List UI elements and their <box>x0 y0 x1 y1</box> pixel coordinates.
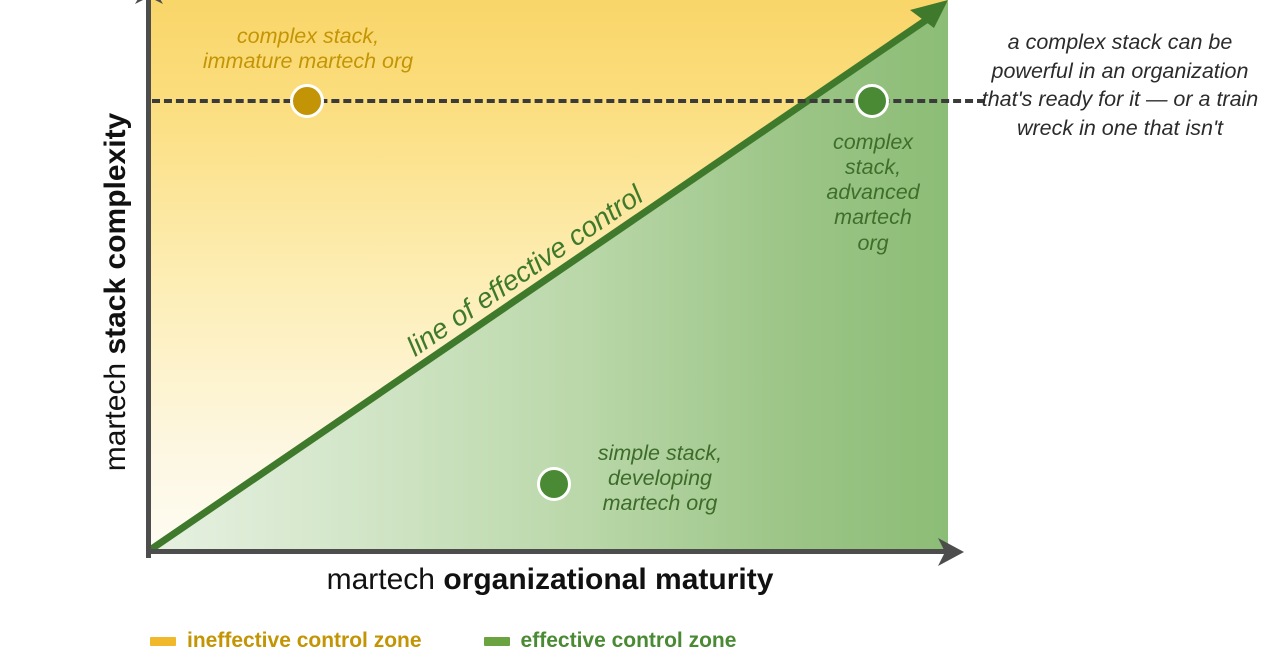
annotation-callout-right: a complex stack can be powerful in an or… <box>981 30 1259 140</box>
x-axis-title-thin: martech <box>326 563 444 596</box>
x-axis-arrow-icon <box>938 538 964 566</box>
x-axis-title: martech organizational maturity <box>150 563 950 597</box>
label-complex-advanced: complex stack, advanced martech org <box>826 130 920 255</box>
data-point-complex-advanced[interactable] <box>855 84 889 118</box>
legend-item-effective[interactable]: effective control zone <box>483 629 737 653</box>
data-point-simple-developing[interactable] <box>537 467 571 501</box>
legend: ineffective control zone effective contr… <box>150 629 1010 653</box>
x-axis-line <box>146 549 958 554</box>
constant-complexity-dashed-line <box>152 99 985 103</box>
label-complex-immature: complex stack, immature martech org <box>202 24 414 74</box>
y-axis-line <box>146 0 151 558</box>
y-axis-arrow-icon <box>135 0 163 4</box>
plot-area <box>150 0 948 551</box>
y-axis-title-thin: martech <box>99 354 132 472</box>
legend-swatch-icon-effective <box>483 636 510 646</box>
y-axis-title: martech stack complexity <box>99 12 133 572</box>
line-of-effective-control <box>150 0 948 551</box>
legend-swatch-icon-ineffective <box>150 636 176 646</box>
y-axis-title-bold: stack complexity <box>99 112 132 355</box>
legend-label-ineffective: ineffective control zone <box>187 629 422 652</box>
x-axis-title-bold: organizational maturity <box>443 563 774 596</box>
legend-label-effective: effective control zone <box>520 629 737 652</box>
data-point-complex-immature[interactable] <box>290 84 324 118</box>
legend-item-ineffective[interactable]: ineffective control zone <box>150 629 422 653</box>
label-simple-developing: simple stack, developing martech org <box>597 441 723 516</box>
